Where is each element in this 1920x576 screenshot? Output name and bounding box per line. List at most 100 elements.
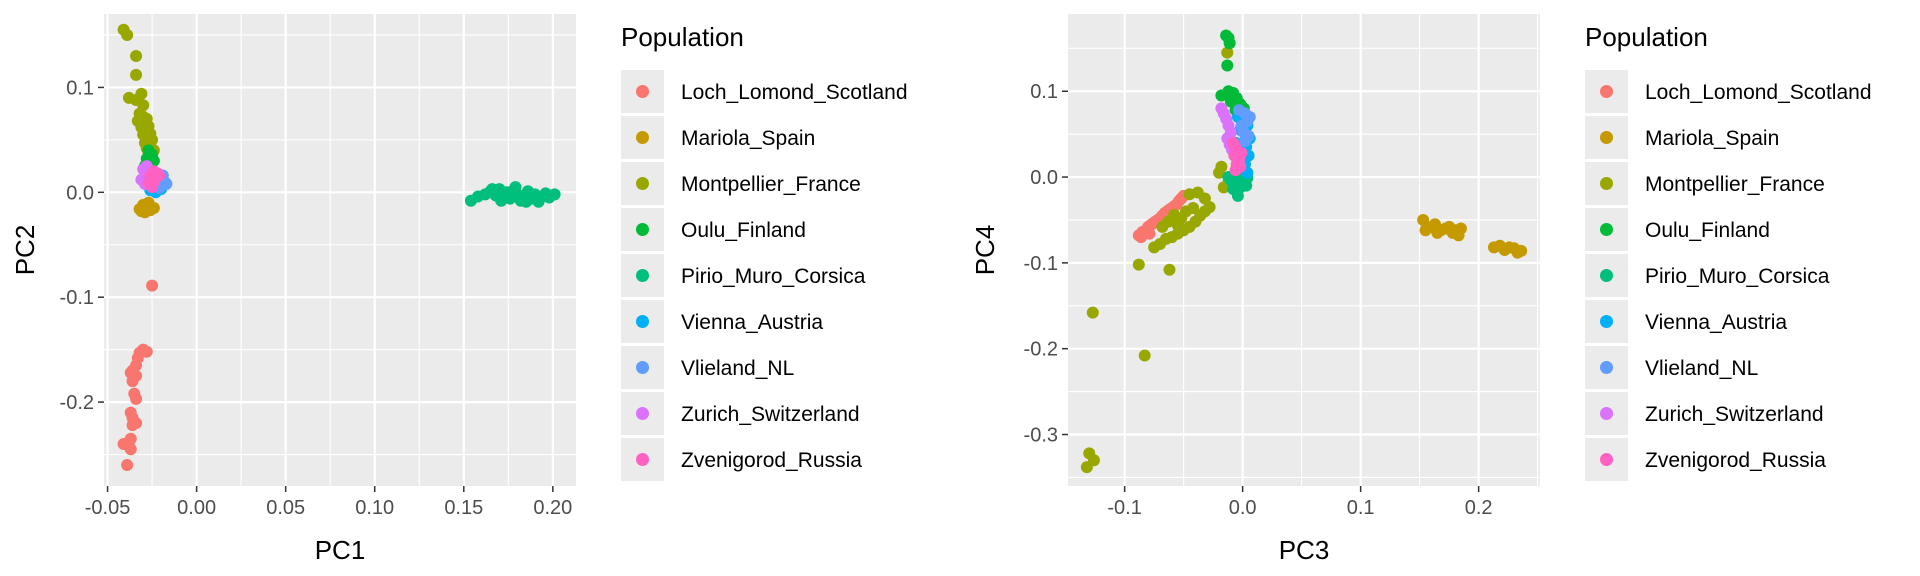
data-point xyxy=(1198,192,1211,205)
legend-key-swatch xyxy=(636,177,649,190)
x-tick-label: -0.05 xyxy=(85,497,131,519)
data-point xyxy=(1132,258,1145,271)
legend-label: Oulu_Finland xyxy=(1645,219,1770,242)
legend-label: Zvenigorod_Russia xyxy=(1645,449,1826,472)
legend-key-swatch xyxy=(636,131,649,144)
data-point xyxy=(1086,306,1099,319)
y-tick-label: -0.3 xyxy=(1024,425,1058,447)
data-point xyxy=(126,375,139,388)
data-point xyxy=(130,68,143,81)
data-points xyxy=(117,23,561,472)
legend-key-swatch xyxy=(1600,407,1613,420)
y-axis-ticks: -0.2 -0.1 0.0 0.1 xyxy=(60,77,104,414)
legend-key-swatch xyxy=(1600,315,1613,328)
legend-key-swatch xyxy=(1600,223,1613,236)
data-point xyxy=(1143,227,1156,240)
data-point xyxy=(1229,164,1242,177)
legend-key-swatch xyxy=(636,85,649,98)
data-point xyxy=(520,195,533,208)
legend-label: Vienna_Austria xyxy=(681,311,823,334)
data-point xyxy=(130,49,143,62)
y-tick-label: -0.1 xyxy=(60,287,94,309)
legend-label: Loch_Lomond_Scotland xyxy=(681,81,908,104)
legend-title: Population xyxy=(1585,22,1708,52)
legend-key-swatch xyxy=(636,315,649,328)
legend-label: Oulu_Finland xyxy=(681,219,806,242)
data-point xyxy=(1221,46,1234,59)
data-point xyxy=(142,196,155,209)
data-point xyxy=(1215,160,1228,173)
legend-label: Zvenigorod_Russia xyxy=(681,449,862,472)
data-point xyxy=(1221,59,1234,72)
data-point xyxy=(153,169,166,182)
grid-lines xyxy=(104,14,576,486)
data-point xyxy=(121,28,134,41)
legend-label: Pirio_Muro_Corsica xyxy=(1645,265,1830,288)
data-point xyxy=(121,459,134,472)
legend-title: Population xyxy=(621,22,744,52)
legend-key-swatch xyxy=(1600,131,1613,144)
data-point xyxy=(548,188,561,201)
legend-label: Vlieland_NL xyxy=(681,357,794,380)
data-point xyxy=(1163,263,1176,276)
x-tick-label: 0.2 xyxy=(1465,497,1493,519)
legend: Population Loch_Lomond_Scotland Mariola_S… xyxy=(621,22,908,481)
data-point xyxy=(1239,135,1251,148)
y-tick-label: 0.1 xyxy=(66,77,94,99)
data-point xyxy=(1162,215,1175,228)
legend-key-swatch xyxy=(1600,177,1613,190)
data-point xyxy=(1087,454,1100,467)
data-point xyxy=(1227,183,1240,196)
legend-key-swatch xyxy=(636,223,649,236)
y-tick-label: -0.2 xyxy=(1024,339,1058,361)
data-points xyxy=(1080,29,1528,474)
pca-plot-pc1-pc2: -0.05 0.00 0.05 0.10 0.15 0.20 -0.2 -0.1 0.0 0.1… xyxy=(10,14,908,565)
data-point xyxy=(486,183,499,196)
legend-label: Loch_Lomond_Scotland xyxy=(1645,81,1872,104)
y-axis-title: PC4 xyxy=(970,225,1000,276)
data-point xyxy=(1171,219,1184,232)
y-axis-ticks: -0.3 -0.2 -0.1 0.0 0.1 xyxy=(1024,81,1068,447)
data-point xyxy=(1138,349,1151,362)
data-point xyxy=(509,181,522,194)
legend-key-swatch xyxy=(1600,269,1613,282)
data-point xyxy=(1454,222,1467,235)
legend-key-swatch xyxy=(636,453,649,466)
x-tick-label: 0.00 xyxy=(177,497,216,519)
x-tick-label: 0.10 xyxy=(355,497,394,519)
legend-label: Mariola_Spain xyxy=(1645,127,1779,150)
x-tick-label: 0.0 xyxy=(1229,497,1257,519)
legend-key-swatch xyxy=(636,361,649,374)
legend-keys: Loch_Lomond_Scotland Mariola_Spain Montpel… xyxy=(1585,70,1872,481)
y-tick-label: 0.1 xyxy=(1030,81,1058,103)
y-tick-label: 0.0 xyxy=(66,182,94,204)
y-tick-label: -0.2 xyxy=(60,392,94,414)
y-tick-label: -0.1 xyxy=(1024,253,1058,275)
x-axis-ticks: -0.05 0.00 0.05 0.10 0.15 0.20 xyxy=(85,486,572,519)
legend-label: Montpellier_France xyxy=(1645,173,1825,196)
legend-key-swatch xyxy=(1600,453,1613,466)
data-point xyxy=(146,279,159,292)
legend-label: Zurich_Switzerland xyxy=(1645,403,1824,426)
x-axis-title: PC1 xyxy=(315,535,366,565)
plot-panel-background xyxy=(1068,14,1540,486)
data-point xyxy=(133,203,146,216)
grid-lines xyxy=(1068,14,1540,486)
x-tick-label: 0.1 xyxy=(1347,497,1375,519)
legend-label: Vlieland_NL xyxy=(1645,357,1758,380)
data-point xyxy=(124,443,137,456)
legend-key-swatch xyxy=(636,269,649,282)
legend-label: Mariola_Spain xyxy=(681,127,815,150)
data-point xyxy=(1417,213,1430,226)
y-axis-title: PC2 xyxy=(10,225,40,276)
plot-panel-background xyxy=(104,14,576,486)
pca-plot-pc3-pc4: -0.1 0.0 0.1 0.2 -0.3 -0.2 -0.1 0.0 0.1 PC3 PC4… xyxy=(970,14,1872,565)
x-tick-label: 0.20 xyxy=(533,497,572,519)
data-point xyxy=(130,392,143,405)
legend-key-swatch xyxy=(1600,361,1613,374)
x-tick-label: 0.15 xyxy=(444,497,483,519)
legend-key-swatch xyxy=(1600,85,1613,98)
legend: Population Loch_Lomond_Scotland Mariola_S… xyxy=(1585,22,1872,481)
legend-label: Montpellier_France xyxy=(681,173,861,196)
